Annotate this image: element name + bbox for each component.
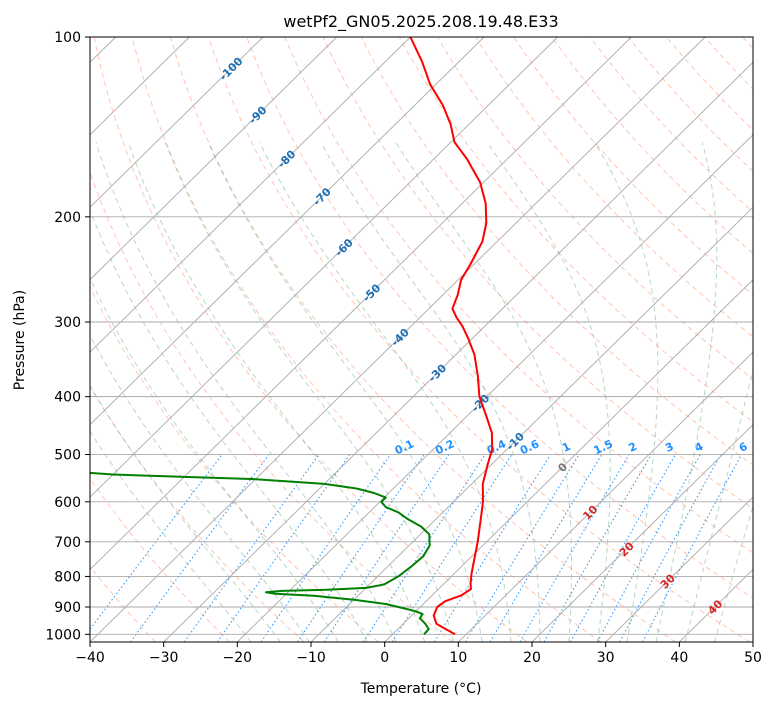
isotherm-line (163, 61, 753, 642)
mixing-ratio-line (297, 454, 425, 642)
dry-adiabat-line (90, 170, 453, 642)
y-tick-label: 700 (54, 535, 81, 551)
mixing-ratio-line (260, 454, 391, 642)
y-axis-label: Pressure (hPa) (12, 290, 28, 390)
x-tick-label: 10 (449, 650, 467, 666)
dewpoint-profile (90, 471, 431, 635)
moist-adiabat-line (164, 142, 454, 642)
dry-adiabat-line (131, 37, 602, 642)
background-lines (90, 37, 753, 642)
moist-adiabat-line (95, 142, 397, 642)
moist-adiabat-line (259, 141, 512, 642)
isotherm-line (90, 37, 338, 281)
moist-adiabat-line (90, 384, 281, 642)
moist-adiabat-line (127, 142, 426, 642)
x-tick-label: −40 (75, 650, 105, 666)
moist-adiabat-line (90, 334, 310, 642)
isotherm-line (90, 37, 264, 208)
isotherm-line (384, 279, 753, 642)
moist-adiabat-line (90, 208, 368, 642)
moist-adiabat-line (594, 141, 659, 642)
temperature-profile (409, 37, 494, 636)
isotherm-line (90, 37, 411, 353)
moist-adiabat-line (395, 141, 572, 642)
dry-adiabat-line (169, 37, 676, 642)
mixing-ratio-line (183, 454, 320, 642)
mixing-ratio-line (519, 454, 630, 642)
dry-adiabat-line (513, 37, 753, 296)
y-tick-label: 100 (54, 30, 81, 46)
x-axis-label: Temperature (°C) (360, 681, 482, 697)
moist-adiabat-line (655, 142, 718, 642)
x-tick-label: 0 (380, 650, 389, 666)
mixing-ratio-line (216, 454, 351, 642)
mixing-ratio-line (90, 454, 223, 631)
x-tick-label: 30 (597, 650, 615, 666)
x-tick-label: −20 (223, 650, 253, 666)
x-tick-label: 40 (670, 650, 688, 666)
x-tick-label: −10 (296, 650, 326, 666)
mixing-ratio-line (543, 454, 652, 642)
dry-adiabat-line (208, 37, 751, 642)
y-tick-label: 1000 (45, 627, 81, 643)
isotherm-line (310, 206, 753, 642)
y-tick-label: 400 (54, 390, 81, 406)
x-axis: −40 −30 −20 −10 0 10 20 30 40 50 (75, 642, 762, 666)
isotherm-line (90, 37, 706, 642)
y-tick-label: 300 (54, 315, 81, 331)
y-tick-label: 500 (54, 448, 81, 464)
x-tick-label: −30 (149, 650, 179, 666)
isotherm-line (605, 496, 753, 642)
dry-adiabat-line (398, 37, 753, 423)
dry-adiabat-line (90, 565, 156, 642)
y-tick-label: 200 (54, 210, 81, 226)
mixing-ratio-line (569, 454, 676, 642)
isotherm-line (90, 37, 559, 498)
isotherm-line (458, 351, 753, 642)
dry-adiabat-line (246, 37, 753, 599)
y-tick-label: 600 (54, 495, 81, 511)
y-tick-label: 800 (54, 569, 81, 585)
moist-adiabat-line (90, 277, 339, 642)
chart-title: wetPf2_GN05.2025.208.19.48.E33 (283, 12, 558, 32)
mixing-ratio-line (596, 454, 701, 642)
mixing-ratio-line (391, 454, 513, 642)
moist-adiabat-line (320, 141, 541, 642)
plot-frame (89, 36, 754, 643)
moist-adiabat-line (486, 141, 611, 642)
isotherm-line (237, 134, 753, 642)
y-tick-label: 900 (54, 600, 81, 616)
mixing-ratio-line (362, 454, 486, 642)
x-tick-label: 20 (523, 650, 541, 666)
mixing-ratio-line (619, 454, 722, 642)
isotherm-line (90, 37, 485, 426)
isotherm-line (90, 37, 632, 571)
dry-adiabat-line (90, 285, 379, 642)
isotherm-line (531, 423, 753, 642)
mixing-ratio-line (323, 454, 450, 642)
moist-adiabat-line (207, 141, 483, 642)
x-tick-label: 50 (744, 650, 762, 666)
mixing-ratio-line (489, 454, 603, 642)
y-axis: 100 200 300 400 500 600 700 800 900 1000 (45, 30, 90, 643)
dry-adiabat-line (437, 37, 753, 380)
profile-lines (90, 37, 494, 636)
